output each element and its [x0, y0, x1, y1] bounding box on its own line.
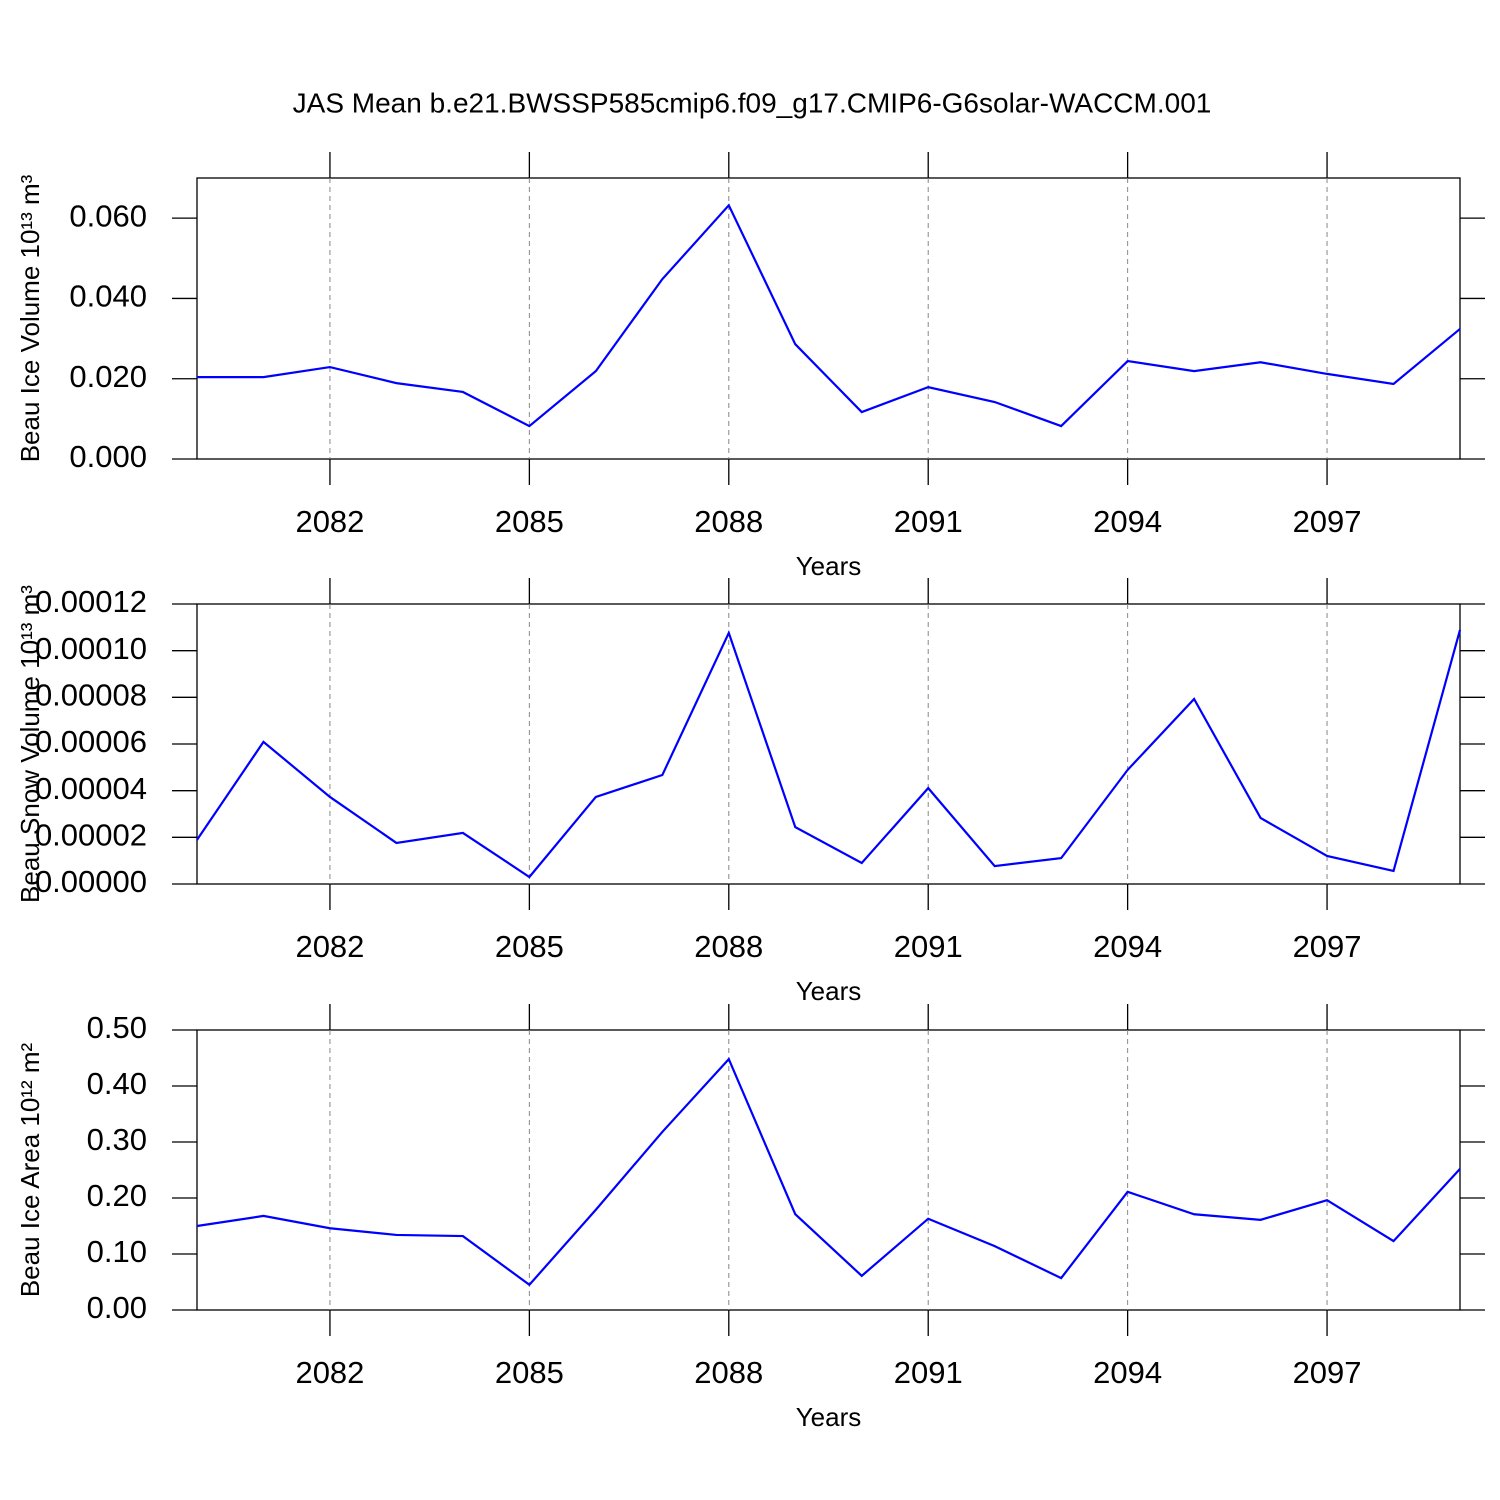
y-axis-label: Beau Snow Volume 10¹³ m³	[15, 585, 45, 903]
x-tick-label: 2088	[694, 929, 763, 964]
y-tick-label: 0.00002	[35, 818, 147, 853]
x-tick-label: 2082	[295, 929, 364, 964]
x-tick-label: 2097	[1293, 504, 1362, 539]
x-tick-label: 2091	[894, 504, 963, 539]
y-tick-label: 0.30	[87, 1122, 147, 1157]
y-tick-label: 0.00006	[35, 724, 147, 759]
x-tick-label: 2094	[1093, 504, 1162, 539]
y-tick-label: 0.060	[69, 198, 147, 233]
y-tick-label: 0.00	[87, 1290, 147, 1325]
x-tick-label: 2082	[295, 1355, 364, 1390]
data-line	[196, 1057, 1461, 1287]
x-axis-label: Years	[796, 1402, 862, 1432]
x-tick-label: 2085	[495, 504, 564, 539]
y-tick-label: 0.00000	[35, 864, 147, 899]
x-tick-label: 2094	[1093, 1355, 1162, 1390]
x-tick-label: 2085	[495, 929, 564, 964]
x-tick-label: 2097	[1293, 1355, 1362, 1390]
y-tick-label: 0.00004	[35, 771, 147, 806]
y-tick-label: 0.40	[87, 1066, 147, 1101]
y-tick-label: 0.50	[87, 1010, 147, 1045]
y-tick-label: 0.00010	[35, 631, 147, 666]
x-tick-label: 2088	[694, 1355, 763, 1390]
plot-frame	[196, 603, 1461, 885]
y-tick-label: 0.10	[87, 1234, 147, 1269]
chart-title: JAS Mean b.e21.BWSSP585cmip6.f09_g17.CMI…	[293, 87, 1212, 118]
y-axis-label: Beau Ice Volume 10¹³ m³	[15, 174, 45, 462]
y-tick-label: 0.000	[69, 439, 147, 474]
plot-frame	[196, 1029, 1461, 1311]
x-axis-label: Years	[796, 976, 862, 1006]
x-tick-label: 2097	[1293, 929, 1362, 964]
y-tick-label: 0.00008	[35, 678, 147, 713]
data-line	[197, 203, 1461, 428]
x-tick-label: 2091	[894, 1355, 963, 1390]
y-tick-label: 0.020	[69, 359, 147, 394]
y-tick-label: 0.20	[87, 1178, 147, 1213]
x-tick-label: 2094	[1093, 929, 1162, 964]
y-tick-label: 0.040	[69, 279, 147, 314]
y-tick-label: 0.00012	[35, 584, 147, 619]
x-tick-label: 2091	[894, 929, 963, 964]
x-tick-label: 2088	[694, 504, 763, 539]
y-axis-label: Beau Ice Area 10¹² m²	[15, 1042, 45, 1297]
x-tick-label: 2082	[295, 504, 364, 539]
x-axis-label: Years	[796, 551, 862, 581]
x-tick-label: 2085	[495, 1355, 564, 1390]
plot-frame	[196, 177, 1461, 460]
data-line	[196, 629, 1462, 879]
